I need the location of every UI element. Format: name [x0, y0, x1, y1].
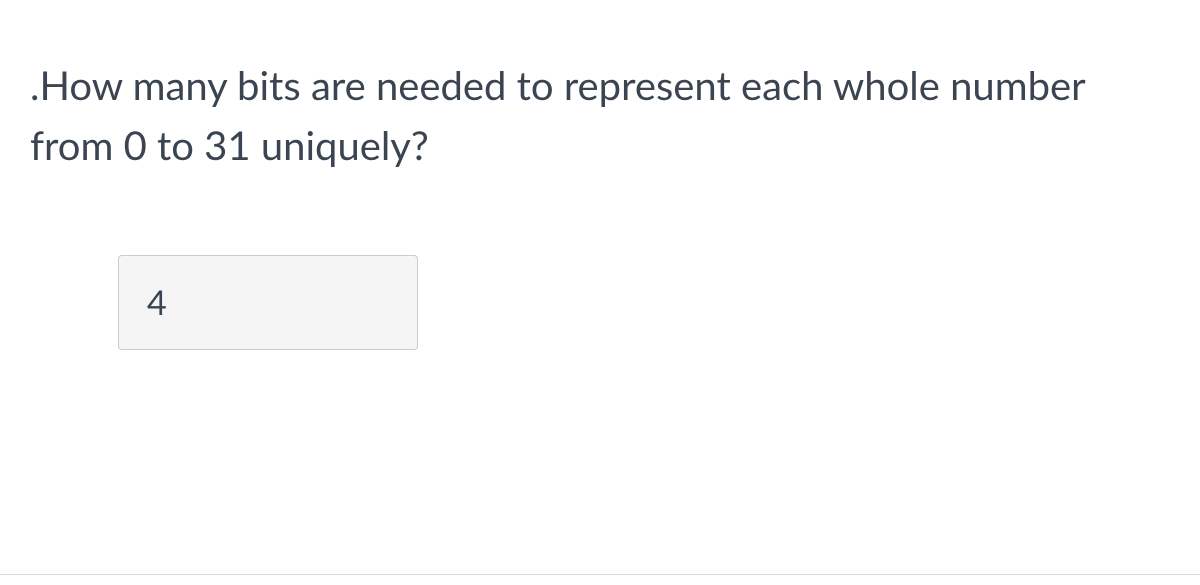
- question-container: .How many bits are needed to represent e…: [0, 0, 1200, 575]
- answer-wrapper: [118, 255, 1170, 350]
- question-text: .How many bits are needed to represent e…: [30, 55, 1170, 175]
- answer-input[interactable]: [118, 255, 418, 350]
